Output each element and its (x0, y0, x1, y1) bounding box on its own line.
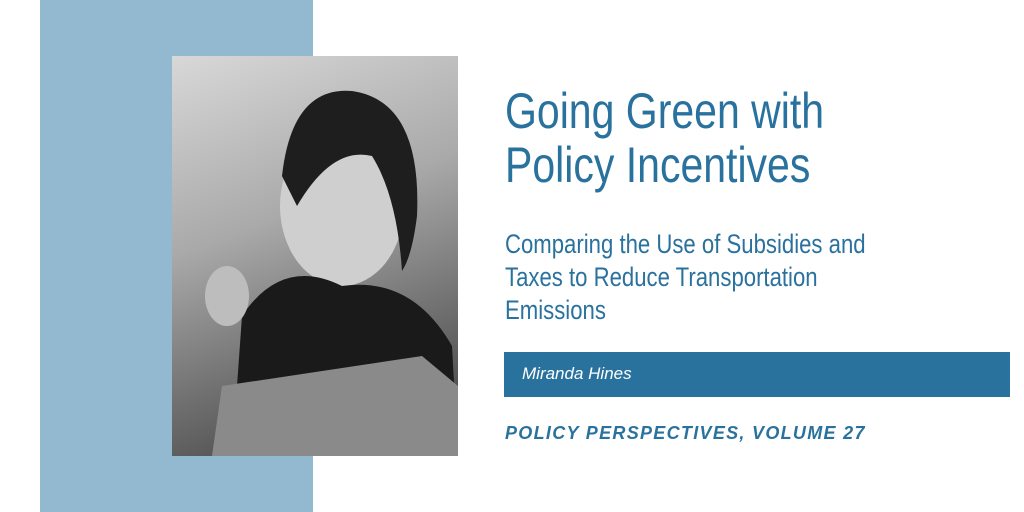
subtitle-line: Comparing the Use of Subsidies and (505, 229, 866, 259)
title-line: Policy Incentives (505, 137, 811, 193)
author-name: Miranda Hines (522, 364, 632, 383)
series-label: POLICY PERSPECTIVES, VOLUME 27 (505, 423, 866, 443)
author-photo (172, 56, 458, 456)
author-bar: Miranda Hines (504, 352, 1010, 397)
subtitle-line: Taxes to Reduce Transportation (505, 262, 818, 292)
title-line: Going Green with (505, 83, 825, 139)
subtitle: Comparing the Use of Subsidies and Taxes… (505, 228, 866, 327)
subtitle-line: Emissions (505, 295, 606, 325)
page-title: Going Green with Policy Incentives (505, 84, 824, 192)
